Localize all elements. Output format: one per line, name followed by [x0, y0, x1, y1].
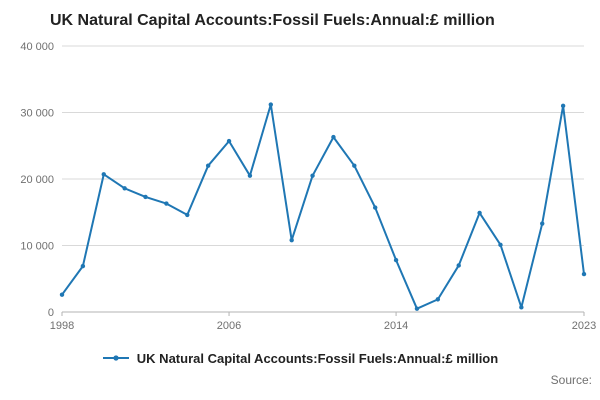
y-tick-label: 10 000 — [20, 241, 54, 253]
data-point — [581, 272, 587, 277]
data-point — [456, 263, 461, 268]
chart-title: UK Natural Capital Accounts:Fossil Fuels… — [50, 12, 495, 29]
data-point — [310, 173, 315, 179]
legend-series-label: UK Natural Capital Accounts:Fossil Fuels… — [136, 350, 499, 366]
x-tick-label: 2023 — [572, 320, 596, 332]
data-point — [373, 205, 378, 210]
data-point — [143, 194, 148, 200]
data-point — [435, 297, 441, 302]
x-tick-label: 1998 — [50, 320, 74, 332]
series-line — [61, 103, 585, 310]
data-point — [101, 172, 106, 177]
data-point — [164, 201, 169, 206]
y-tick-label: 0 — [48, 307, 54, 319]
data-point — [205, 163, 211, 169]
data-point — [414, 306, 420, 312]
legend-marker-dot — [113, 355, 119, 361]
data-point — [331, 135, 336, 140]
y-tick-label: 40 000 — [20, 41, 54, 53]
plot-area: 0 10 000 20 000 30 000 40 000 1998 2006 2014 202… — [0, 32, 600, 345]
data-point — [185, 212, 190, 218]
legend[interactable]: UK Natural Capital Accounts:Fossil Fuels… — [0, 347, 600, 369]
data-point — [498, 242, 503, 248]
data-point — [80, 264, 86, 269]
x-tick-label: 2014 — [384, 320, 408, 332]
data-point — [540, 221, 545, 226]
data-point — [289, 238, 294, 243]
data-point — [226, 139, 232, 144]
data-point — [519, 305, 524, 310]
data-point — [268, 102, 273, 107]
data-point — [122, 186, 127, 191]
data-point — [560, 103, 566, 109]
legend-line-icon — [102, 355, 129, 361]
x-tick-label: 2006 — [217, 320, 241, 332]
line-chart: 0 10 000 20 000 30 000 40 000 1998 2006 2014 202… — [20, 41, 596, 332]
data-point — [59, 292, 65, 298]
y-tick-label: 20 000 — [20, 174, 54, 186]
data-point — [477, 210, 482, 216]
source-label: Source: — [550, 373, 592, 388]
data-point — [247, 173, 253, 179]
data-point — [393, 258, 399, 263]
y-tick-label: 30 000 — [20, 108, 54, 120]
data-point — [352, 163, 357, 169]
